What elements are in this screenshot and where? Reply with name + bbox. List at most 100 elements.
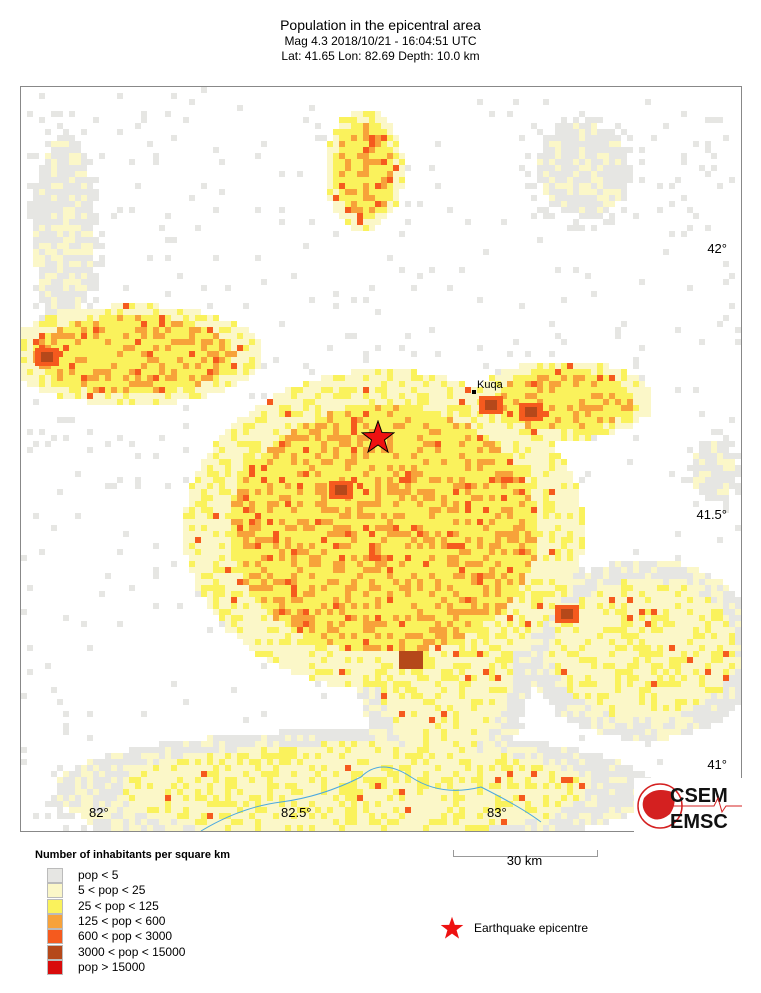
pop-cell <box>105 375 111 381</box>
pop-cell <box>219 741 225 747</box>
pop-cell <box>363 597 369 603</box>
pop-cell <box>285 387 291 393</box>
pop-cell <box>321 741 327 747</box>
pop-cell <box>243 573 249 579</box>
pop-cell <box>171 759 177 765</box>
pop-cell <box>297 435 303 441</box>
pop-cell <box>183 477 189 483</box>
pop-cell <box>471 453 477 459</box>
pop-cell <box>117 351 123 357</box>
pop-cell <box>297 459 303 465</box>
pop-cell <box>495 825 501 831</box>
pop-cell <box>93 195 99 201</box>
pop-cell <box>453 801 459 807</box>
pop-cell <box>411 453 417 459</box>
pop-cell <box>345 219 351 225</box>
pop-cell <box>447 387 453 393</box>
pop-cell <box>297 765 303 771</box>
pop-cell <box>369 783 375 789</box>
pop-cell <box>303 579 309 585</box>
pop-cell <box>207 579 213 585</box>
pop-cell <box>81 297 87 303</box>
pop-cell <box>33 207 39 213</box>
pop-cell <box>195 513 201 519</box>
pop-cell <box>93 285 99 291</box>
pop-cell <box>165 801 171 807</box>
pop-cell <box>333 747 339 753</box>
pop-cell <box>435 453 441 459</box>
pop-cell <box>123 825 129 831</box>
pop-cell <box>363 525 369 531</box>
pop-cell <box>69 297 75 303</box>
pop-cell <box>357 483 363 489</box>
pop-cell <box>363 435 369 441</box>
pop-cell <box>417 567 423 573</box>
pop-cell <box>57 801 63 807</box>
pop-cell <box>447 747 453 753</box>
pop-cell <box>441 807 447 813</box>
pop-cell <box>351 411 357 417</box>
pop-cell <box>75 513 81 519</box>
pop-cell <box>195 471 201 477</box>
pop-cell <box>465 471 471 477</box>
pop-cell <box>315 771 321 777</box>
pop-cell <box>297 525 303 531</box>
pop-cell <box>249 591 255 597</box>
pop-cell <box>429 495 435 501</box>
pop-cell <box>477 795 483 801</box>
pop-cell <box>87 309 93 315</box>
pop-cell <box>231 525 237 531</box>
pop-cell <box>393 387 399 393</box>
pop-cell <box>387 609 393 615</box>
pop-cell <box>153 453 159 459</box>
pop-cell <box>297 669 303 675</box>
pop-cell <box>489 387 495 393</box>
pop-cell <box>423 417 429 423</box>
pop-cell <box>417 639 423 645</box>
pop-cell <box>393 723 399 729</box>
pop-cell <box>315 675 321 681</box>
pop-cell <box>255 255 261 261</box>
pop-cell <box>231 801 237 807</box>
pop-cell <box>465 591 471 597</box>
pop-cell <box>75 471 81 477</box>
pop-cell <box>189 795 195 801</box>
pop-cell <box>369 489 375 495</box>
pop-cell <box>279 489 285 495</box>
pop-cell <box>315 549 321 555</box>
pop-cell <box>435 663 441 669</box>
pop-cell <box>477 819 483 825</box>
pop-cell <box>369 465 375 471</box>
pop-cell <box>375 459 381 465</box>
pop-cell <box>195 477 201 483</box>
pop-cell <box>87 159 93 165</box>
pop-cell <box>183 741 189 747</box>
pop-cell <box>429 519 435 525</box>
pop-cell <box>399 435 405 441</box>
pop-cell <box>171 795 177 801</box>
pop-cell <box>423 759 429 765</box>
pop-cell <box>315 489 321 495</box>
pop-cell <box>399 513 405 519</box>
pop-cell <box>45 201 51 207</box>
pop-cell <box>249 567 255 573</box>
pop-cell <box>429 645 435 651</box>
pop-cell <box>405 381 411 387</box>
pop-cell <box>57 309 63 315</box>
pop-cell <box>195 483 201 489</box>
pop-cell <box>39 225 45 231</box>
pop-cell <box>333 657 339 663</box>
pop-cell <box>315 417 321 423</box>
pop-cell <box>363 801 369 807</box>
pop-cell <box>147 819 153 825</box>
pop-cell <box>381 381 387 387</box>
pop-cell <box>279 531 285 537</box>
pop-cell <box>333 783 339 789</box>
pop-cell <box>195 795 201 801</box>
pop-cell <box>351 471 357 477</box>
population-map[interactable]: 82° 82.5° 83° 42° 41.5° 41° Kuqa <box>20 86 742 832</box>
pop-cell <box>63 303 69 309</box>
pop-cell <box>339 561 345 567</box>
pop-cell <box>471 675 477 681</box>
pop-cell <box>279 741 285 747</box>
